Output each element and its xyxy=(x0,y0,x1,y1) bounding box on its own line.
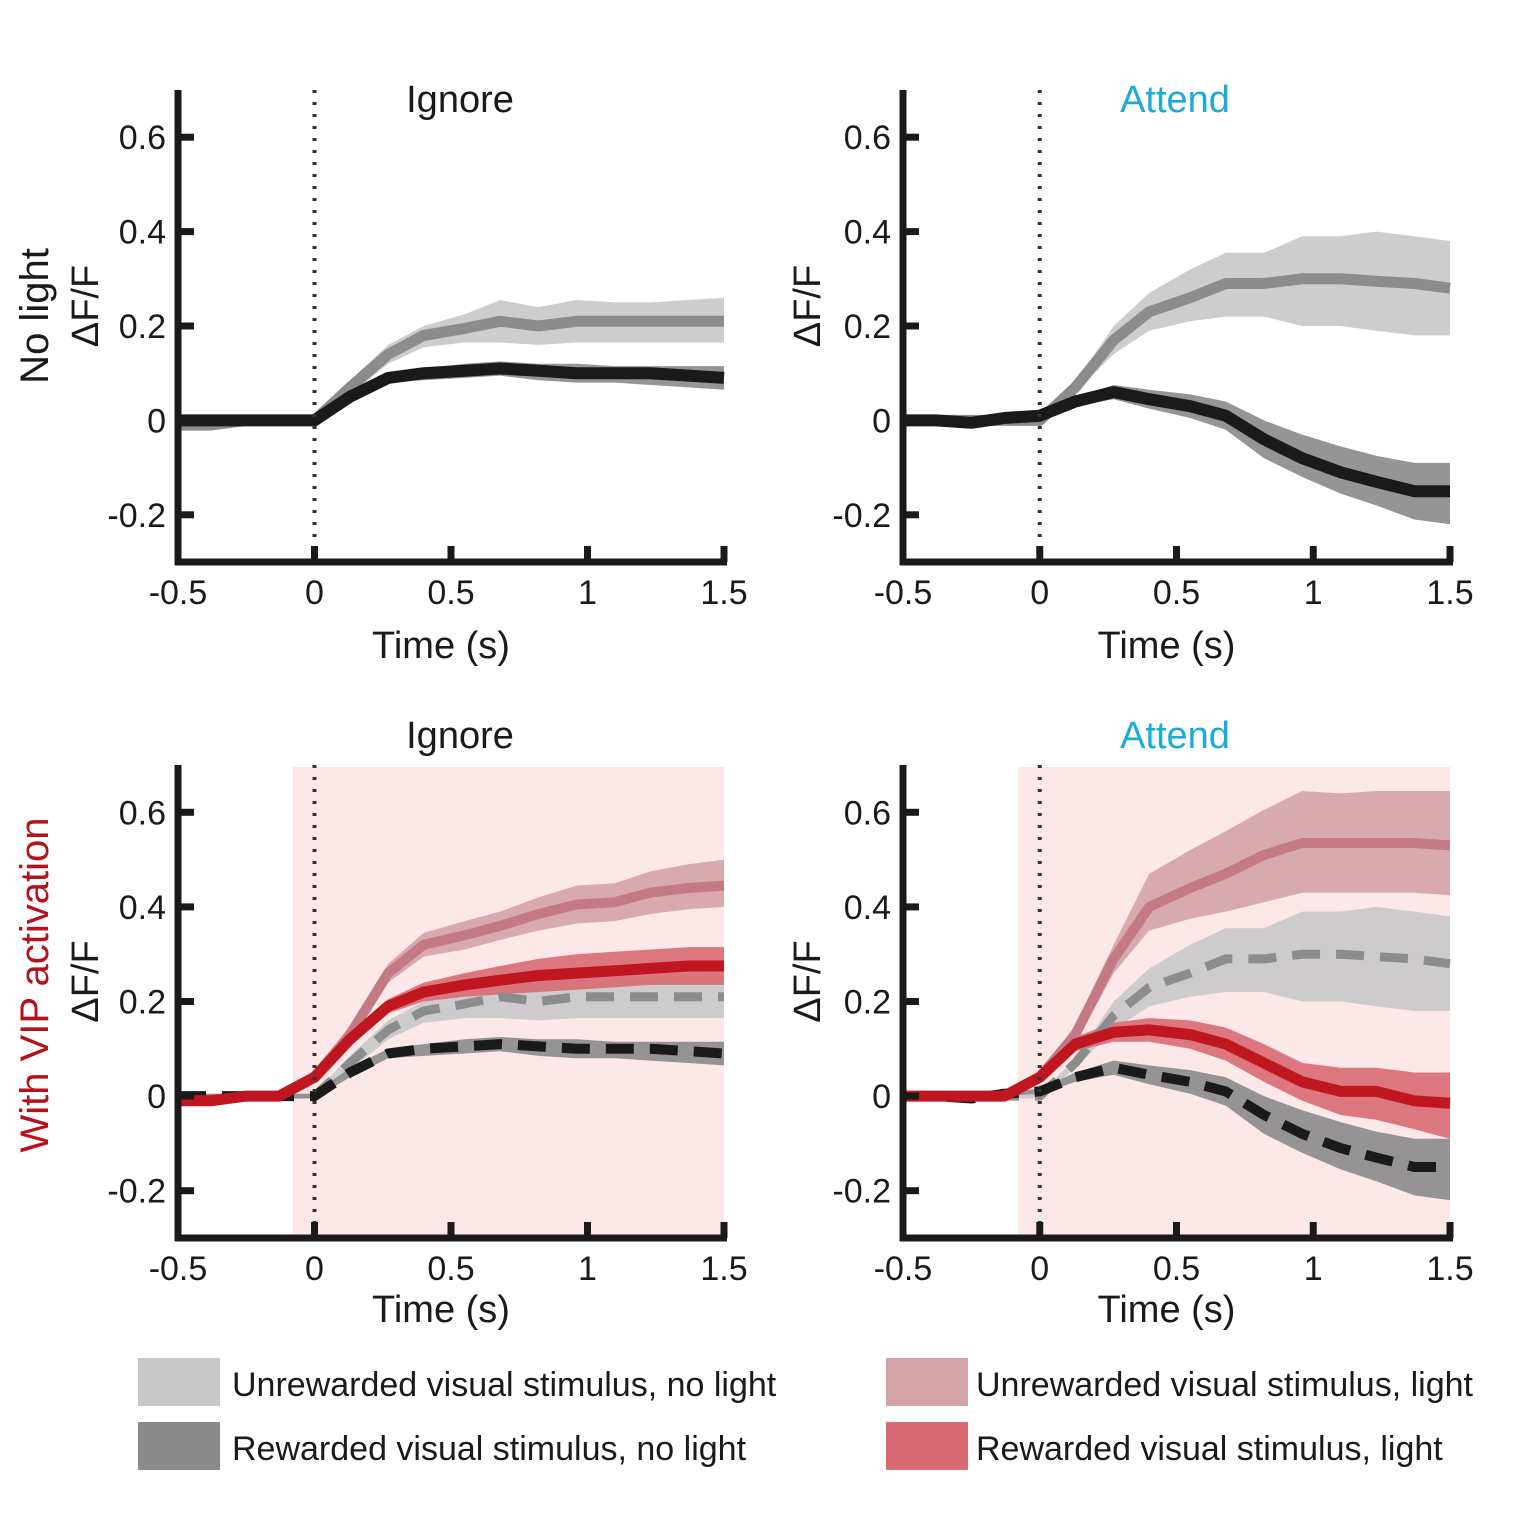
x-tick-label: 0.5 xyxy=(427,574,474,612)
y-tick-label: 0.2 xyxy=(119,984,166,1022)
legend-label-rewarded-no-light: Rewarded visual stimulus, no light xyxy=(232,1430,747,1468)
series-line-rewarded_nolight xyxy=(178,362,725,427)
band-rewarded_nolight xyxy=(903,385,1450,525)
x-axis-label: Time (s) xyxy=(372,625,510,667)
legend-swatch-unrewarded-light xyxy=(886,1358,968,1406)
x-tick-label: 0.5 xyxy=(427,1250,474,1288)
x-tick-label: 1 xyxy=(578,1250,597,1288)
legend-label-unrewarded-light: Unrewarded visual stimulus, light xyxy=(976,1366,1474,1404)
y-tick-label: 0.4 xyxy=(844,214,891,252)
y-tick-label: 0.6 xyxy=(119,119,166,157)
legend-label-rewarded-light: Rewarded visual stimulus, light xyxy=(976,1430,1443,1468)
series-line-unrewarded_nolight xyxy=(178,992,724,1101)
x-axis-label: Time (s) xyxy=(1098,1289,1236,1331)
series-line-rewarded_nolight xyxy=(903,386,1450,498)
x-tick-label: 0 xyxy=(305,1250,324,1288)
series-line-unrewarded_nolight xyxy=(903,949,1451,1101)
x-tick-label: 0 xyxy=(305,574,324,612)
band-rewarded_light xyxy=(903,1018,1450,1139)
band-unrewarded_nolight xyxy=(178,297,724,430)
y-tick-label: 0 xyxy=(147,402,166,440)
y-tick-label: 0 xyxy=(872,1078,891,1116)
band-unrewarded_nolight xyxy=(178,973,724,1099)
panel-top-ignore: -0.5 0 0.5 1 1.5 -0.2 0 0.2 0.4 0.6 Ignore Time (s)… xyxy=(65,79,748,667)
legend: Unrewarded visual stimulus, no light Rew… xyxy=(138,1358,1474,1470)
panel-top-attend: -0.5 0 0.5 1 1.5 -0.2 0 0.2 0.4 0.6 Attend Time (s)… xyxy=(787,79,1474,667)
y-axis-label: ΔF/F xyxy=(787,940,829,1022)
x-axis-label: Time (s) xyxy=(372,1289,510,1331)
x-tick-label: 0.5 xyxy=(1153,1250,1200,1288)
series-line-rewarded_nolight xyxy=(178,1039,725,1102)
y-tick-label: 0.4 xyxy=(844,889,891,927)
x-tick-label: 0 xyxy=(1030,1250,1049,1288)
legend-swatch-rewarded-no-light xyxy=(138,1422,220,1470)
y-tick-label: -0.2 xyxy=(832,497,891,535)
row-label-no-light: No light xyxy=(13,248,57,384)
y-axis-label: ΔF/F xyxy=(787,265,829,347)
band-unrewarded_light xyxy=(903,791,1450,1099)
y-tick-label: 0.6 xyxy=(844,119,891,157)
band-rewarded_nolight xyxy=(903,1060,1450,1201)
row-label-vip-activation: With VIP activation xyxy=(13,818,57,1153)
legend-swatch-rewarded-light xyxy=(886,1422,968,1470)
series-line-rewarded_nolight xyxy=(903,1062,1450,1172)
y-tick-label: 0.4 xyxy=(119,889,166,927)
y-axis-label: ΔF/F xyxy=(65,940,107,1022)
x-tick-label: -0.5 xyxy=(874,574,933,612)
y-tick-label: 0.2 xyxy=(119,308,166,346)
x-tick-label: 0.5 xyxy=(1153,574,1200,612)
y-tick-label: 0 xyxy=(147,1078,166,1116)
y-tick-label: -0.2 xyxy=(832,1173,891,1211)
x-tick-label: 1.5 xyxy=(700,1250,747,1288)
x-tick-label: -0.5 xyxy=(149,1250,208,1288)
panel-title: Attend xyxy=(1120,715,1230,757)
y-axis-label: ΔF/F xyxy=(65,265,107,347)
series-line-rewarded_light xyxy=(178,960,724,1107)
y-tick-label: 0.2 xyxy=(844,308,891,346)
series-line-rewarded_light xyxy=(903,1024,1451,1109)
x-tick-label: 0 xyxy=(1030,574,1049,612)
x-tick-label: -0.5 xyxy=(874,1250,933,1288)
y-tick-label: 0.6 xyxy=(119,794,166,832)
panel-title: Attend xyxy=(1120,79,1230,121)
panel-title: Ignore xyxy=(406,715,514,757)
y-tick-label: -0.2 xyxy=(107,1173,166,1211)
x-tick-label: 1.5 xyxy=(1426,1250,1473,1288)
x-tick-label: 1 xyxy=(1304,1250,1323,1288)
panel-bottom-attend: -0.5 0 0.5 1 1.5 -0.2 0 0.2 0.4 0.6 Attend Time (s)… xyxy=(787,715,1474,1331)
x-tick-label: 1.5 xyxy=(700,574,747,612)
y-tick-label: 0.4 xyxy=(119,214,166,252)
panel-bottom-ignore: -0.5 0 0.5 1 1.5 -0.2 0 0.2 0.4 0.6 Ignore Time (s)… xyxy=(65,715,748,1331)
y-tick-label: 0.6 xyxy=(844,794,891,832)
panel-title: Ignore xyxy=(406,79,514,121)
y-tick-label: 0.2 xyxy=(844,984,891,1022)
x-tick-label: 1.5 xyxy=(1426,574,1473,612)
x-axis-label: Time (s) xyxy=(1098,625,1236,667)
y-tick-label: -0.2 xyxy=(107,497,166,535)
x-tick-label: 1 xyxy=(578,574,597,612)
y-tick-label: 0 xyxy=(872,402,891,440)
legend-label-unrewarded-no-light: Unrewarded visual stimulus, no light xyxy=(232,1366,777,1404)
band-unrewarded_light xyxy=(178,859,724,1106)
x-tick-label: 1 xyxy=(1304,574,1323,612)
band-rewarded_light xyxy=(178,947,724,1106)
x-tick-label: -0.5 xyxy=(149,574,208,612)
legend-swatch-unrewarded-no-light xyxy=(138,1358,220,1406)
